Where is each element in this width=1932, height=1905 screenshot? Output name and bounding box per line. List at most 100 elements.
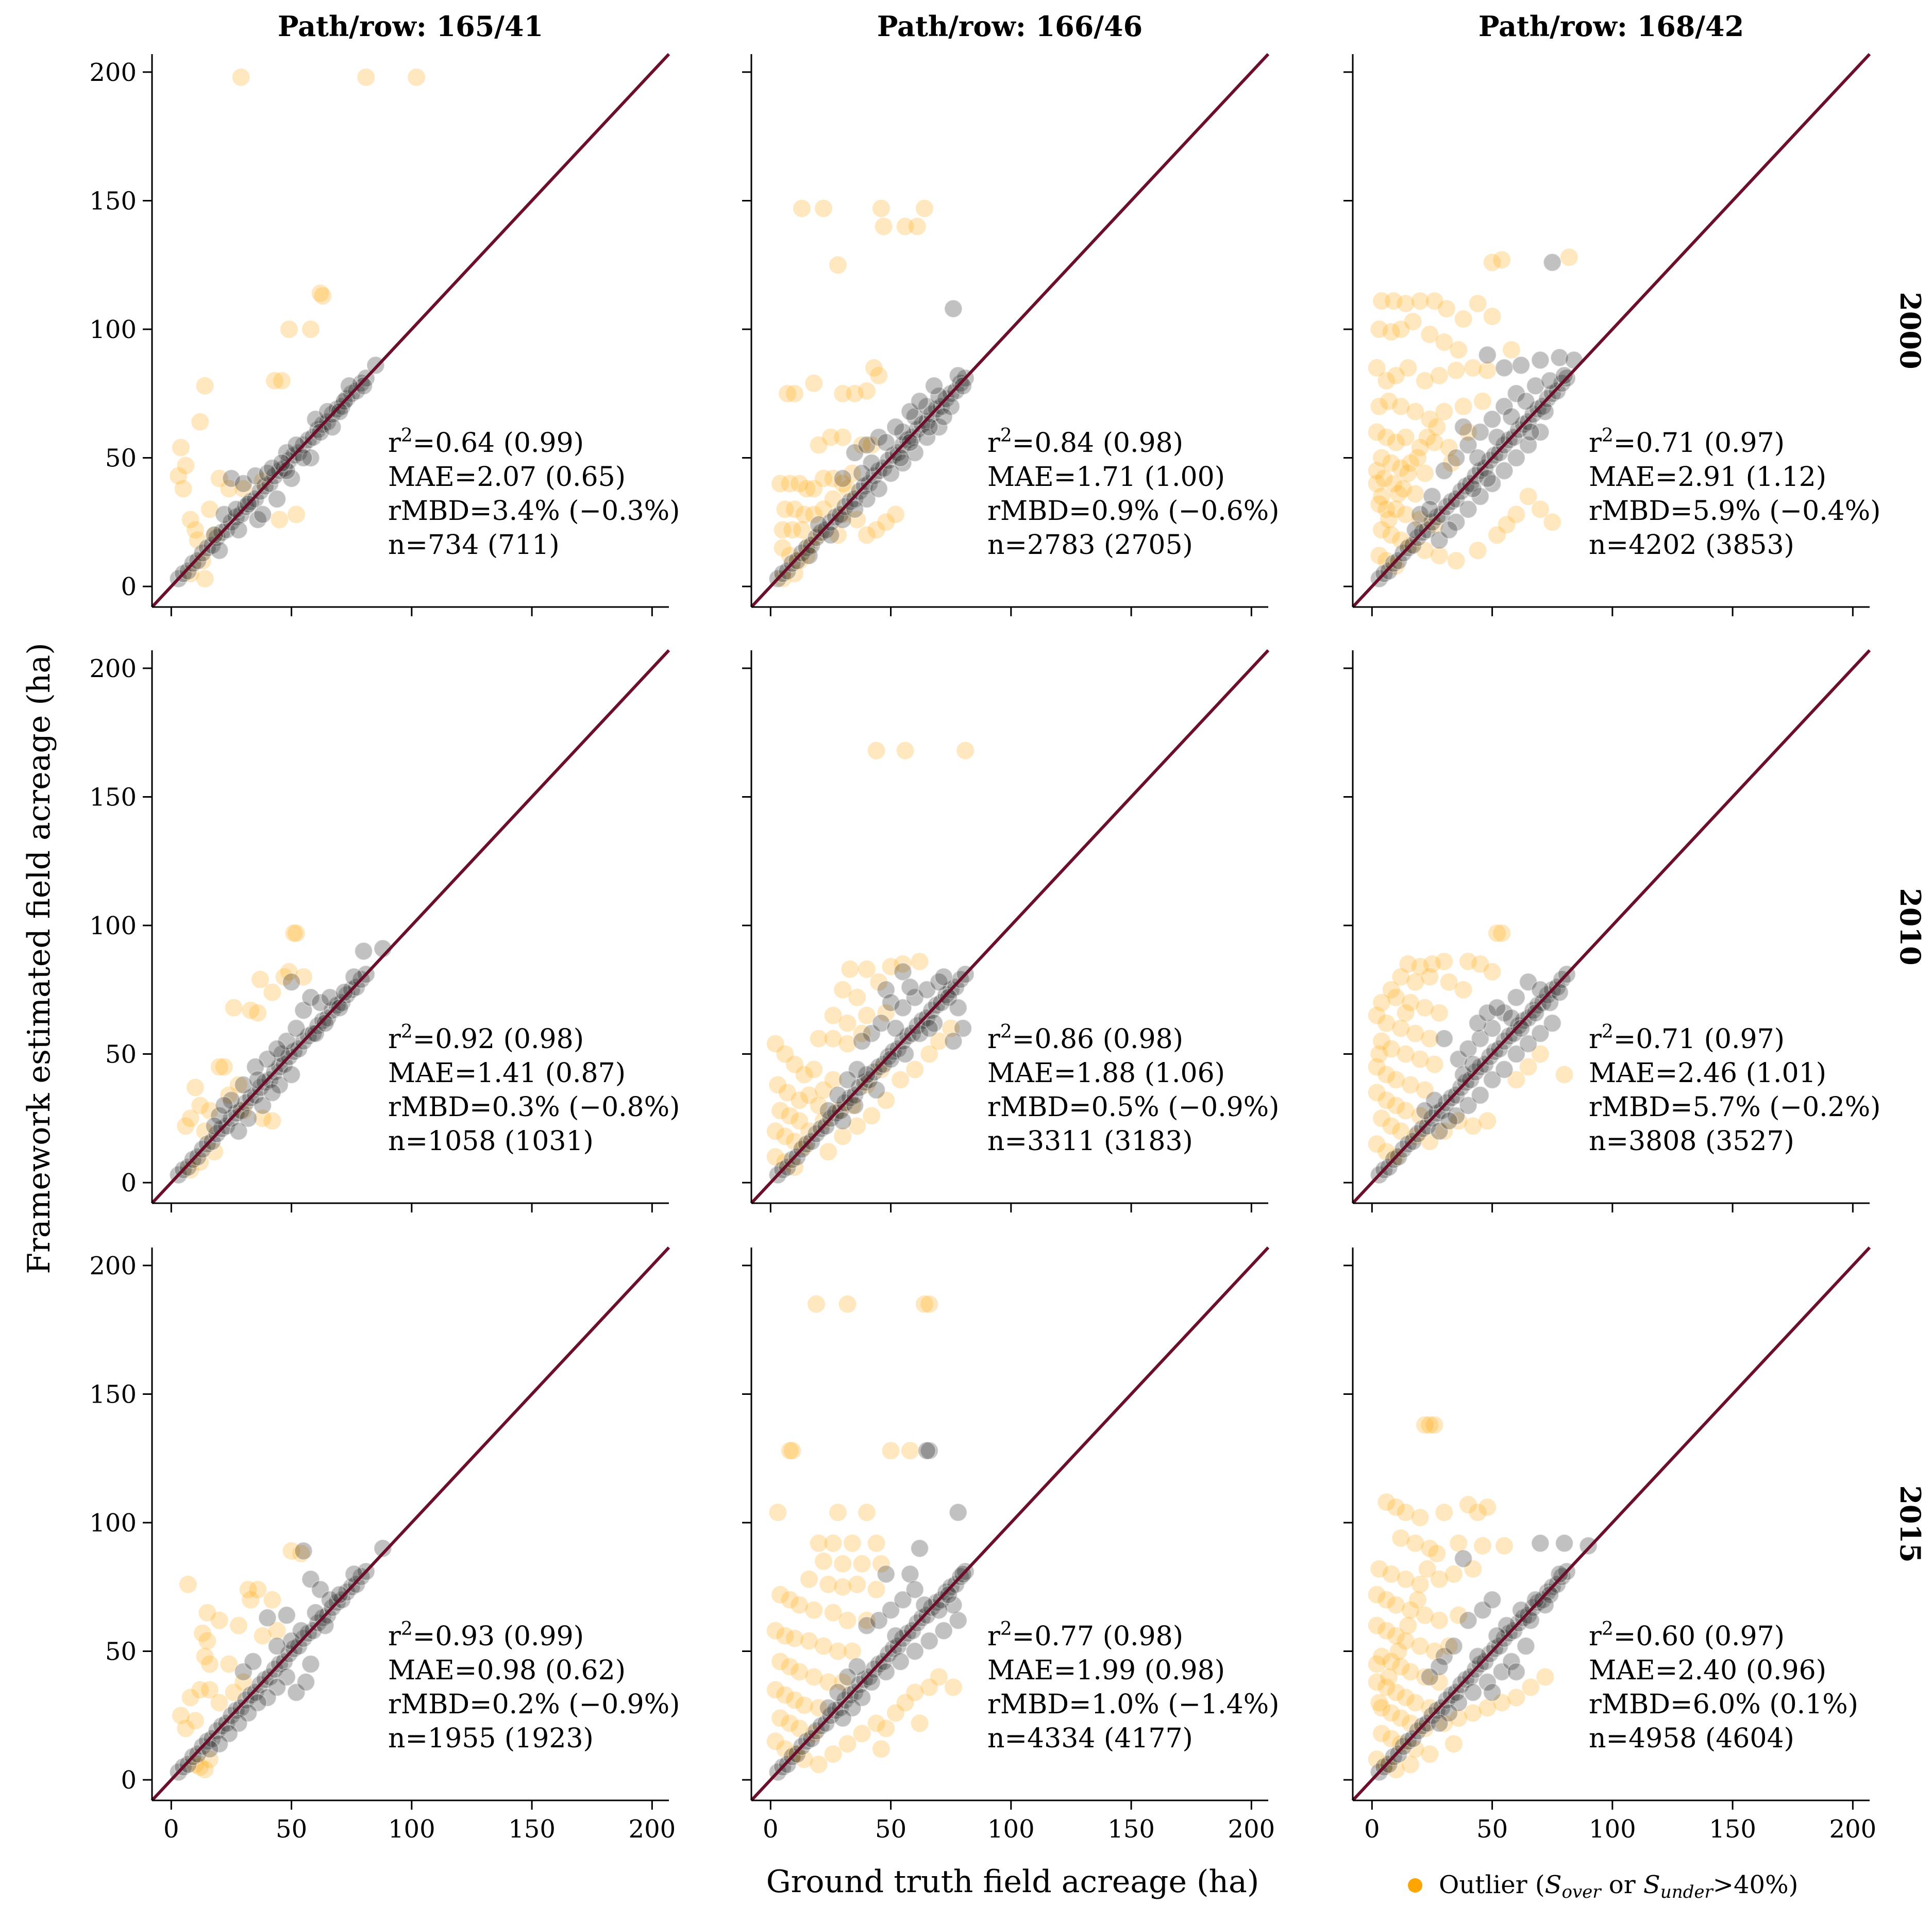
inlier-point (838, 1070, 857, 1089)
inlier-point (1543, 1014, 1562, 1033)
outlier-point (186, 521, 204, 539)
outlier-point (841, 960, 859, 978)
outlier-point (275, 968, 293, 986)
inlier-point (932, 993, 951, 1012)
legend-s-under: S (1643, 1870, 1660, 1899)
outlier-point (254, 1109, 272, 1127)
outlier-point (1522, 1678, 1540, 1696)
inlier-point (881, 1600, 900, 1620)
outlier-point (1473, 1537, 1491, 1555)
outlier-point (186, 1078, 204, 1097)
y-tick-label: 100 (89, 1509, 137, 1538)
outlier-point (805, 1601, 823, 1619)
outlier-point (1377, 1143, 1396, 1161)
outlier-point (177, 457, 195, 475)
inlier-point (886, 417, 905, 436)
outlier-point (805, 374, 823, 392)
outlier-point (249, 1004, 267, 1022)
inlier-point (903, 1621, 922, 1640)
outlier-point (1450, 341, 1468, 359)
outlier-point (814, 1112, 832, 1130)
outlier-point (1392, 1019, 1410, 1037)
outlier-point (785, 1133, 803, 1151)
outlier-point (877, 1004, 895, 1022)
outlier-point (234, 1102, 253, 1120)
inlier-point (332, 1590, 351, 1609)
outlier-point (1406, 402, 1424, 420)
inlier-point (1507, 1662, 1526, 1681)
inlier-point (1430, 1714, 1449, 1733)
outlier-point (769, 1504, 787, 1522)
inlier-point (1435, 1029, 1454, 1048)
inlier-point (929, 417, 948, 436)
outlier-point (1459, 1496, 1477, 1514)
outlier-point (1397, 1045, 1415, 1063)
outlier-point (1401, 1714, 1419, 1732)
inlier-point (1504, 1024, 1523, 1043)
inlier-point (1494, 1060, 1514, 1079)
outlier-point (1377, 500, 1396, 518)
inlier-point (845, 1086, 864, 1105)
inlier-point (1447, 1106, 1466, 1125)
inlier-point (1483, 1070, 1502, 1089)
outlier-point (863, 1107, 881, 1125)
outlier-point (1435, 1714, 1453, 1732)
stat-mae: MAE=1.41 (0.87) (388, 1058, 626, 1089)
outlier-point (930, 1032, 948, 1050)
inlier-point (1490, 1039, 1509, 1058)
outlier-point (1372, 1032, 1390, 1050)
inlier-point (833, 1709, 852, 1728)
inlier-point (231, 1698, 250, 1717)
inlier-point (852, 1032, 871, 1051)
outlier-point (1469, 542, 1487, 560)
inlier-point (246, 466, 265, 485)
outlier-point (908, 217, 926, 235)
outlier-point (814, 1637, 832, 1655)
outlier-point (824, 1071, 842, 1089)
inlier-point (1507, 1044, 1526, 1064)
data-points (169, 68, 426, 588)
inlier-point (917, 428, 936, 447)
outlier-point (242, 1001, 260, 1019)
outlier-point (1382, 1040, 1400, 1058)
outlier-point (1435, 952, 1453, 970)
outlier-point (198, 1632, 216, 1650)
outlier-point (198, 1604, 216, 1622)
outlier-point (1401, 993, 1419, 1011)
outlier-point (814, 500, 832, 518)
inlier-point (1540, 1585, 1559, 1604)
panel-column-title: Path/row: 166/46 (877, 10, 1143, 43)
inlier-point (953, 1019, 972, 1038)
inlier-point (1550, 348, 1569, 367)
inlier-point (294, 448, 313, 467)
outlier-point (1372, 521, 1390, 539)
outlier-point (1440, 1637, 1458, 1655)
outlier-point (791, 475, 809, 493)
inlier-point (925, 376, 944, 395)
inlier-point (934, 407, 953, 426)
inlier-point (323, 417, 342, 436)
stat-mae: MAE=2.46 (1.01) (1589, 1058, 1826, 1089)
outlier-point (1372, 1109, 1390, 1127)
outlier-point (875, 217, 893, 235)
outlier-point (1377, 372, 1396, 390)
inlier-point (1420, 1667, 1439, 1687)
inlier-point (1406, 520, 1425, 540)
inlier-point (900, 1564, 919, 1583)
outlier-point (1488, 924, 1506, 942)
outlier-point (1423, 955, 1441, 973)
outlier-point (778, 1084, 796, 1102)
outlier-point (838, 1014, 856, 1032)
stat-r2-superscript: 2 (1000, 1021, 1012, 1042)
stat-r2-superscript: 2 (401, 425, 413, 446)
inlier-point (1526, 376, 1545, 395)
inlier-point (301, 1655, 320, 1674)
inlier-point (306, 410, 325, 429)
inlier-point (203, 536, 222, 555)
inlier-point (843, 1698, 862, 1717)
outlier-point (1389, 485, 1407, 503)
outlier-point (1372, 487, 1390, 505)
outlier-point (1459, 952, 1477, 970)
inlier-point (888, 1637, 908, 1656)
inlier-point (932, 1590, 951, 1609)
